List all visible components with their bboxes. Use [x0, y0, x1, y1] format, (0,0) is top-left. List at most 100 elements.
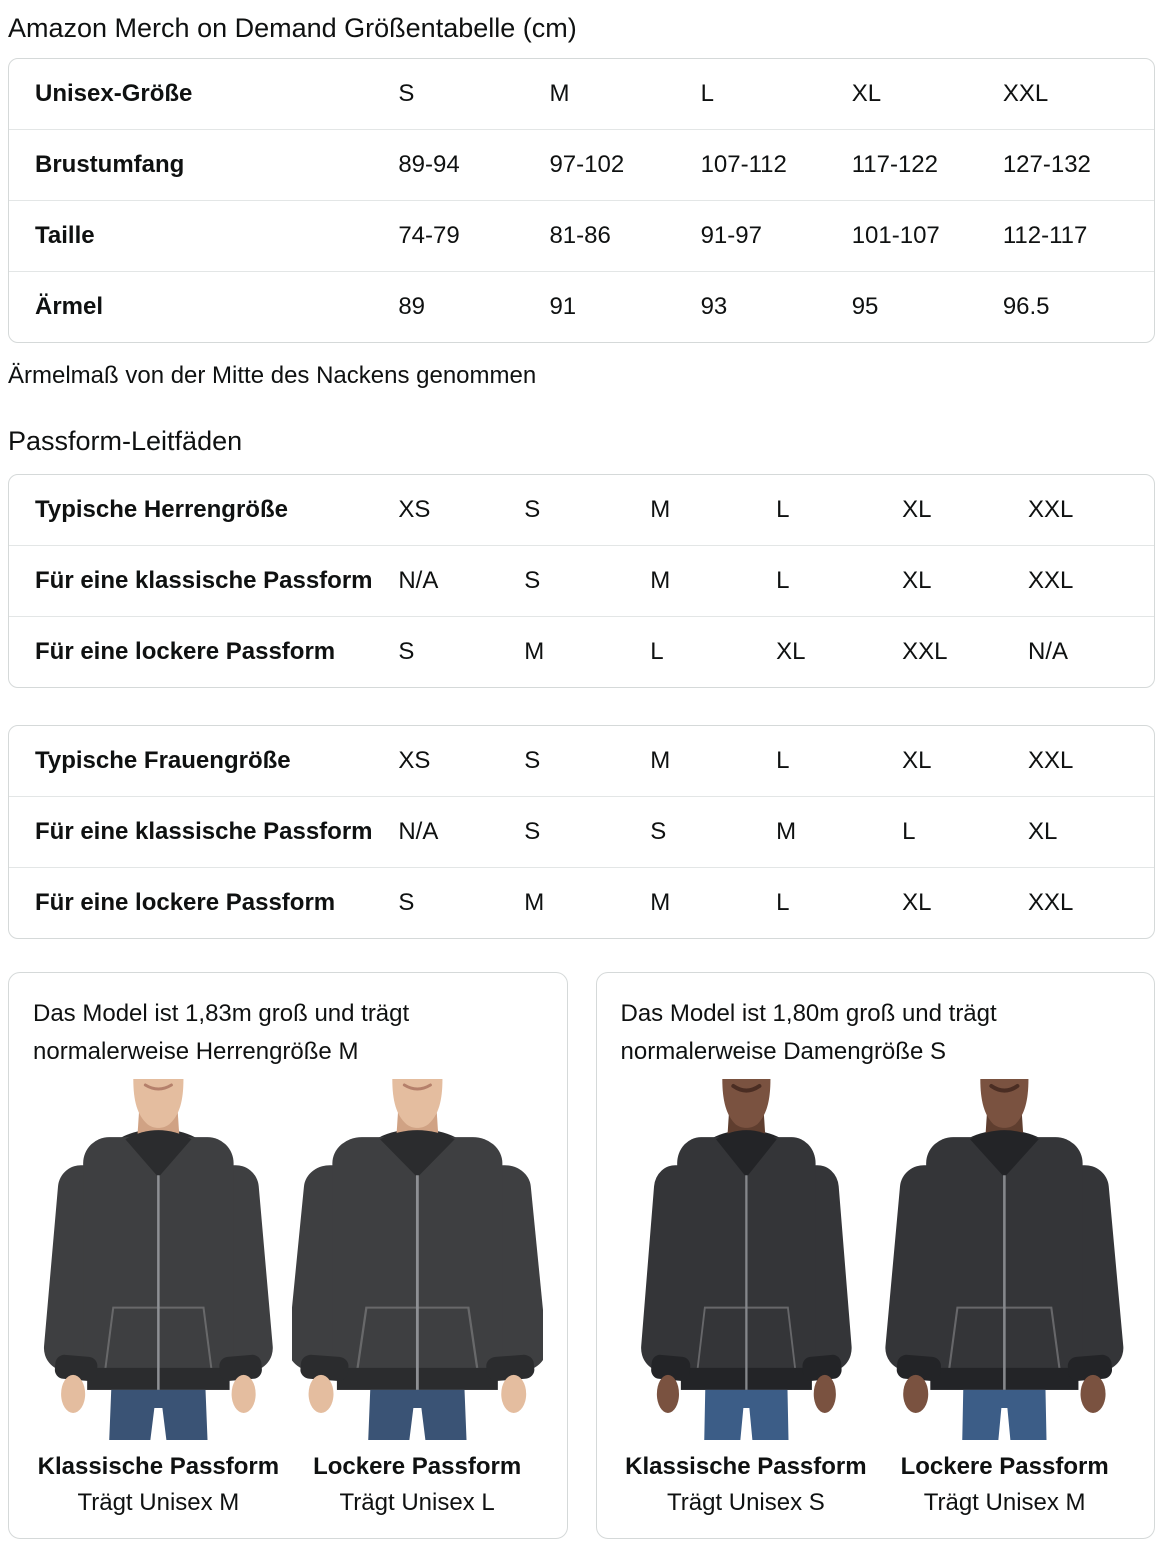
size-cell: 93 [700, 271, 852, 342]
female-model-classic-illustration [620, 1079, 872, 1441]
female-model-loose-illustration [879, 1079, 1130, 1441]
male-model-loose-illustration [291, 1079, 543, 1441]
size-cell: M [650, 747, 671, 774]
hoodie-body [885, 1130, 1124, 1413]
size-cell: XXL [1028, 747, 1074, 774]
table-row-women-loose: Für eine lockere Passform S M M L XL XXL [9, 867, 1154, 938]
size-cell: 89 [398, 271, 550, 342]
size-cell: 91 [549, 271, 701, 342]
women-fit-card: Das Model ist 1,80m groß und trägt norma… [595, 972, 1155, 1540]
size-cell: 89-94 [398, 129, 550, 200]
size-cell: 112-117 [1002, 200, 1154, 271]
row-label: Brustumfang [9, 129, 399, 200]
fit-name: Klassische Passform [625, 1453, 867, 1481]
model-right-hand [231, 1374, 256, 1413]
table-row-women-typical: Typische Frauengröße XS S M L XL XXL [9, 726, 1154, 796]
page-title: Amazon Merch on Demand Größentabelle (cm… [8, 13, 577, 43]
women-classic-fit-photo: Klassische Passform Trägt Unisex S [620, 1079, 872, 1518]
men-classic-caption: Klassische Passform Trägt Unisex M [33, 1452, 284, 1518]
row-label: Für eine lockere Passform [9, 616, 399, 687]
model-left-hand [903, 1374, 929, 1413]
model-jeans [703, 1389, 789, 1441]
size-cell: S [524, 796, 651, 867]
size-cell: XS [398, 496, 431, 523]
size-cell: L [776, 496, 790, 523]
model-lips [143, 1083, 173, 1091]
men-figures-row: Klassische Passform Trägt Unisex M [33, 1079, 543, 1518]
size-cell: S [398, 616, 525, 687]
size-cell: L [902, 796, 1028, 867]
size-cell: M [524, 867, 651, 938]
model-jeans [962, 1389, 1047, 1441]
table-row-waist: Taille 74-79 81-86 91-97 101-107 112-117 [9, 200, 1154, 271]
model-jeans [367, 1389, 467, 1441]
fit-name: Klassische Passform [37, 1453, 280, 1481]
hoodie-body [640, 1130, 852, 1413]
size-cell: XL [902, 867, 1028, 938]
size-cell: XL [902, 496, 932, 523]
size-cell: XL [902, 545, 1028, 616]
size-cell: N/A [398, 796, 525, 867]
size-cell: M [776, 796, 903, 867]
size-cell: 117-122 [851, 129, 1003, 200]
size-cell: M [650, 867, 777, 938]
size-cell: 107-112 [700, 129, 852, 200]
size-cell: S [524, 747, 541, 774]
model-lips [989, 1084, 1020, 1093]
size-cell: N/A [1028, 616, 1154, 687]
row-label: Ärmel [9, 271, 399, 342]
hood-collar [125, 1130, 192, 1178]
fit-name: Lockere Passform [900, 1453, 1109, 1481]
size-cell: XL [776, 616, 903, 687]
size-cell: 96.5 [1002, 271, 1154, 342]
fit-size: Trägt Unisex L [339, 1489, 495, 1517]
hoodie-left-cuff [54, 1354, 98, 1381]
hoodie-right-cuff [486, 1354, 535, 1381]
model-face [721, 1079, 770, 1128]
row-label: Unisex-Größe [35, 80, 193, 107]
size-cell: 95 [851, 271, 1003, 342]
women-card-heading: Das Model ist 1,80m groß und trägt norma… [620, 1000, 997, 1065]
model-face [980, 1079, 1029, 1128]
hoodie-right-cuff [219, 1354, 262, 1381]
table-row-chest: Brustumfang 89-94 97-102 107-112 117-122… [9, 129, 1154, 200]
model-lips [730, 1084, 761, 1093]
size-cell: S [650, 796, 777, 867]
hood-collar [970, 1130, 1040, 1178]
size-cell: 91-97 [700, 200, 852, 271]
men-classic-fit-photo: Klassische Passform Trägt Unisex M [33, 1079, 284, 1518]
table-row-men-classic: Für eine klassische Passform N/A S M L X… [9, 545, 1154, 616]
hoodie-body [291, 1130, 543, 1413]
fit-size: Trägt Unisex M [923, 1489, 1086, 1517]
model-left-hand [308, 1374, 334, 1413]
model-right-hand [500, 1374, 526, 1413]
model-left-hand [656, 1374, 679, 1413]
size-cell: 97-102 [549, 129, 701, 200]
men-card-heading: Das Model ist 1,83m groß und trägt norma… [33, 1000, 410, 1065]
hoodie-left-cuff [650, 1354, 690, 1381]
size-cell: L [700, 80, 714, 107]
size-cell: M [549, 80, 570, 107]
fit-size: Trägt Unisex M [77, 1489, 240, 1517]
table-row-men-typical: Typische Herrengröße XS S M L XL XXL [9, 475, 1154, 545]
row-label: Für eine klassische Passform [9, 545, 399, 616]
size-cell: XXL [1028, 867, 1154, 938]
size-cell: S [398, 80, 415, 107]
women-fit-table-box: Typische Frauengröße XS S M L XL XXL Für… [8, 725, 1155, 939]
hoodie-right-cuff [1068, 1354, 1113, 1381]
size-cell: M [524, 616, 651, 687]
model-face [392, 1079, 443, 1128]
model-jeans [109, 1389, 208, 1441]
unisex-size-table-box: Unisex-Größe S M L XL XXL Brustumfang 89… [8, 58, 1155, 343]
size-cell: XL [902, 747, 932, 774]
model-left-hand [61, 1374, 86, 1413]
women-loose-fit-photo: Lockere Passform Trägt Unisex M [879, 1079, 1130, 1518]
size-cell: XXL [1028, 496, 1074, 523]
row-label: Für eine klassische Passform [9, 796, 399, 867]
size-cell: XXL [902, 616, 1028, 687]
row-label: Typische Frauengröße [35, 747, 291, 774]
women-loose-caption: Lockere Passform Trägt Unisex M [879, 1452, 1130, 1518]
model-right-hand [1080, 1374, 1106, 1413]
hood-collar [379, 1130, 455, 1178]
